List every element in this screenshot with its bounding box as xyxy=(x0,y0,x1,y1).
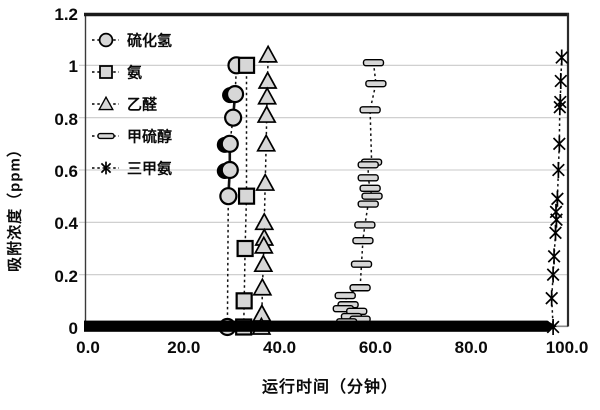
y-tick-label: 0 xyxy=(68,319,78,338)
triangle-marker xyxy=(253,235,274,254)
hbar-marker xyxy=(334,291,356,300)
triangle-marker xyxy=(258,44,279,63)
hbar-marker xyxy=(97,132,115,140)
hbar-marker xyxy=(357,200,379,208)
triangle-marker xyxy=(252,277,273,296)
triangle-marker xyxy=(253,253,274,273)
x-axis-tick-labels: 0.0 20.0 40.0 60.0 80.0 100.0 xyxy=(0,338,600,362)
hbar-marker xyxy=(361,192,383,200)
y-tick-label: 1.2 xyxy=(54,4,78,24)
legend-label: 三甲氨 xyxy=(127,160,172,178)
circle-marker xyxy=(225,85,245,104)
triangle-marker xyxy=(256,104,277,123)
circle-marker xyxy=(219,187,238,206)
asterisk-marker xyxy=(551,161,565,178)
circle-marker xyxy=(220,134,239,153)
x-tick-label: 80.0 xyxy=(454,338,488,357)
hbar-marker xyxy=(359,184,381,193)
hbar-marker xyxy=(350,260,373,268)
series-asterisk xyxy=(545,49,569,335)
y-tick-label: 0.2 xyxy=(54,266,78,286)
x-tick-label: 60.0 xyxy=(358,338,392,357)
triangle-marker xyxy=(257,86,278,105)
y-tick-label: 0.8 xyxy=(54,109,78,129)
hbar-marker xyxy=(352,236,374,245)
asterisk-marker xyxy=(545,290,559,307)
legend-label: 硫化氢 xyxy=(127,32,172,50)
square-marker xyxy=(99,65,113,79)
x-tick-label: 20.0 xyxy=(167,338,201,357)
hbar-marker xyxy=(365,79,387,88)
y-tick-label: 0.4 xyxy=(54,214,78,234)
square-marker xyxy=(237,187,256,205)
series-triangle xyxy=(251,44,279,335)
legend-item: 硫化氢 xyxy=(92,32,172,50)
legend-item: 乙醛 xyxy=(92,96,158,114)
square-marker xyxy=(235,292,253,310)
hbar-marker xyxy=(354,221,376,229)
asterisk-marker xyxy=(547,248,561,265)
x-tick-label: 0.0 xyxy=(76,338,100,357)
legend-item: 三甲氨 xyxy=(92,160,172,178)
asterisk-marker xyxy=(550,190,564,207)
asterisk-marker xyxy=(553,99,567,116)
circle-marker xyxy=(220,160,239,180)
y-axis-tick-labels: 0 0.2 0.4 0.6 0.8 1 1.2 xyxy=(0,0,78,410)
circle-marker xyxy=(224,108,243,127)
triangle-marker xyxy=(256,133,277,152)
legend-label: 甲硫醇 xyxy=(127,128,172,146)
y-axis-title: 吸附浓度（ppm） xyxy=(6,141,24,272)
y-tick-label: 1 xyxy=(68,57,78,77)
asterisk-marker xyxy=(552,135,566,152)
gridlines xyxy=(79,64,568,276)
triangle-marker xyxy=(257,70,278,89)
hbar-marker xyxy=(349,284,371,292)
asterisk-marker xyxy=(546,266,560,283)
legend-label: 乙醛 xyxy=(127,96,158,114)
circle-marker xyxy=(98,32,114,48)
asterisk-marker xyxy=(550,211,563,228)
square-marker xyxy=(237,56,256,74)
x-axis-title: 运行时间（分钟） xyxy=(261,379,398,396)
hbar-marker xyxy=(357,161,379,169)
x-tick-label: 100.0 xyxy=(545,338,589,357)
triangle-marker xyxy=(254,212,275,231)
square-marker xyxy=(236,239,254,258)
legend-item: 氨 xyxy=(92,64,142,82)
asterisk-marker xyxy=(554,73,568,90)
asterisk-marker xyxy=(549,224,562,241)
legend-item: 甲硫醇 xyxy=(92,128,172,146)
hbar-marker xyxy=(359,106,381,114)
triangle-marker xyxy=(98,95,114,111)
legend-label: 氨 xyxy=(127,64,142,82)
zero-baseline-band xyxy=(84,320,557,332)
triangle-marker xyxy=(255,172,276,191)
asterisk-marker xyxy=(100,161,112,175)
y-tick-label: 0.6 xyxy=(54,161,78,181)
x-tick-label: 40.0 xyxy=(263,338,297,357)
hbar-marker xyxy=(362,59,385,67)
series-hbar xyxy=(332,59,387,331)
baseline-band-bar xyxy=(84,320,548,332)
baseline-band-arrow-tip xyxy=(546,320,557,332)
asterisk-marker xyxy=(555,49,569,66)
hbar-marker xyxy=(357,174,379,182)
